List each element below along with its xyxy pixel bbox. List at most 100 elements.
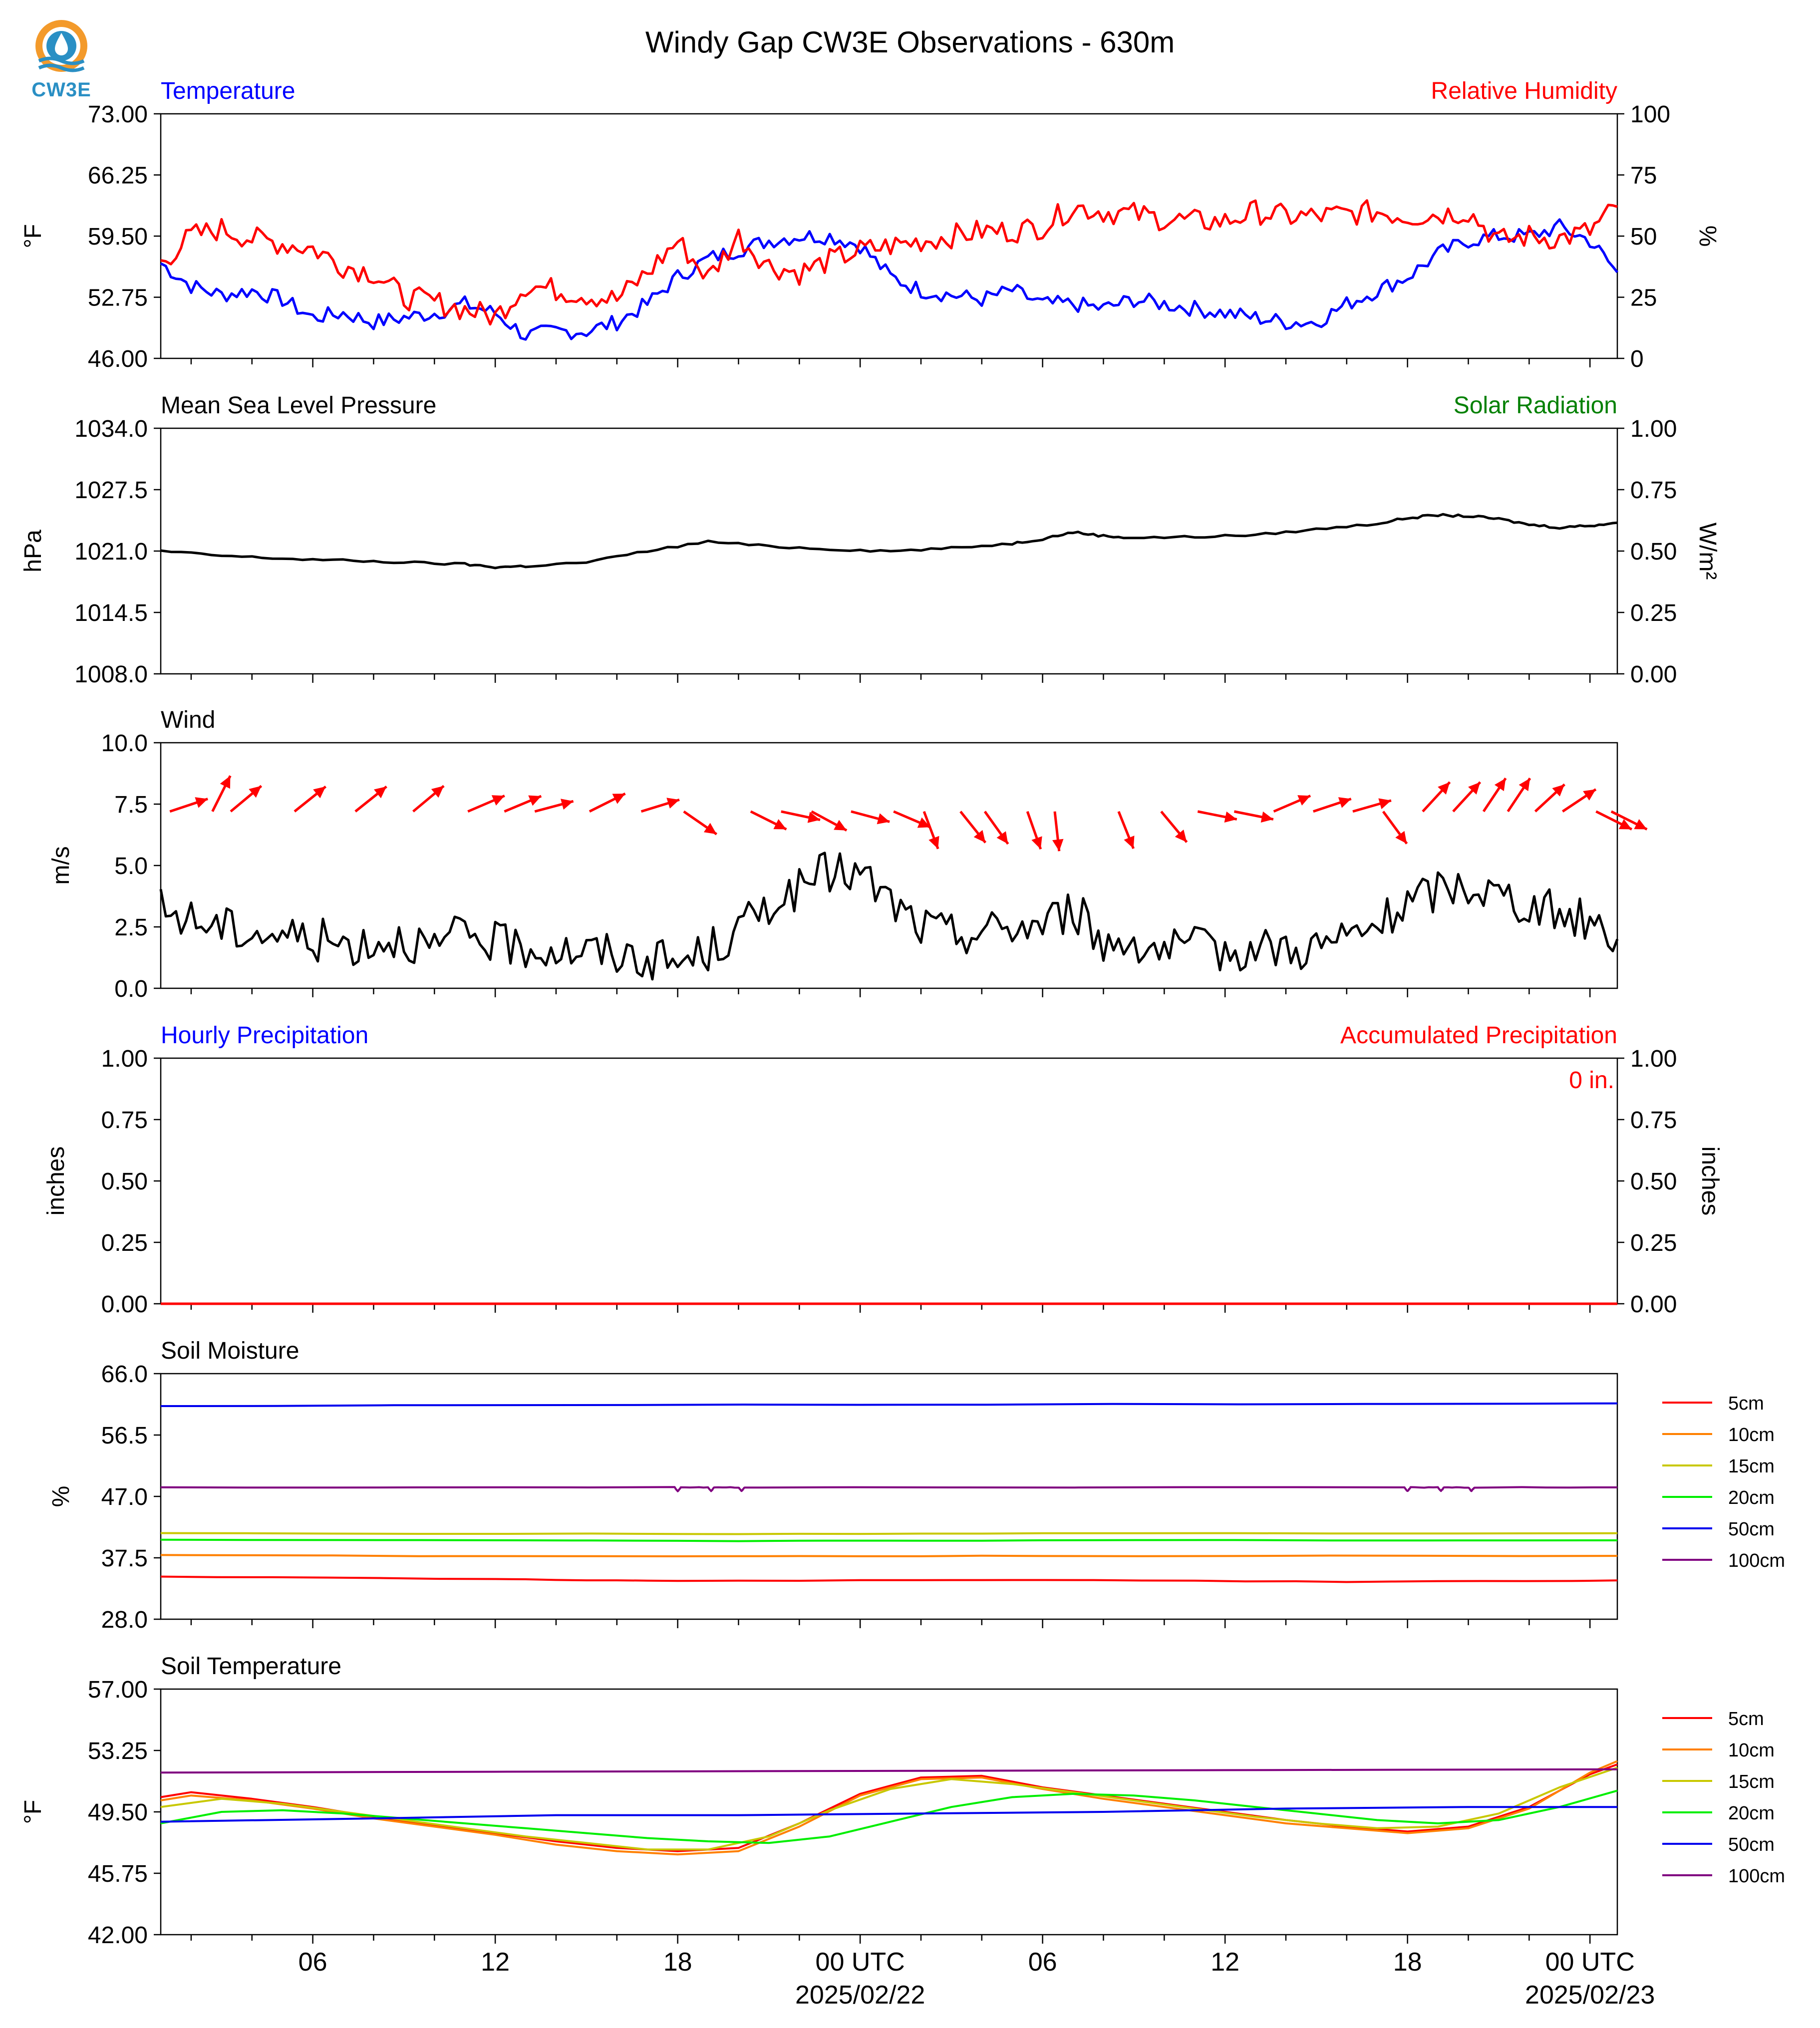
wind-arrow-head xyxy=(1395,831,1407,844)
legend-label: 20cm xyxy=(1728,1803,1775,1824)
y-axis-label-left: inches xyxy=(43,1147,69,1216)
series-line-100cm xyxy=(160,1486,1617,1492)
y-tick-label-left: 0.50 xyxy=(101,1168,148,1195)
legend-label: 5cm xyxy=(1728,1393,1764,1414)
series-line-relative-humidity xyxy=(160,199,1618,326)
y-tick-label-left: 1.00 xyxy=(101,1046,148,1072)
y-tick-label-left: 52.75 xyxy=(88,285,148,311)
wind-arrow-head xyxy=(431,786,444,798)
wind-arrow-head xyxy=(1552,784,1565,797)
logo-text: CW3E xyxy=(31,79,91,101)
wind-arrow-head xyxy=(666,798,679,809)
x-tick-label: 18 xyxy=(1393,1948,1422,1977)
panel-title-left: Hourly Precipitation xyxy=(161,1022,368,1049)
legend-label: 5cm xyxy=(1728,1709,1764,1730)
y-axis-label-left: hPa xyxy=(20,530,46,573)
cw3e-logo: CW3E xyxy=(24,15,99,105)
wind-arrow-head xyxy=(1518,778,1530,791)
series-line-15cm xyxy=(160,1766,1618,1851)
wind-arrow-head xyxy=(313,786,326,799)
legend-label: 100cm xyxy=(1728,1866,1785,1887)
series-line-100cm xyxy=(160,1768,1618,1774)
panel-title-left: Soil Moisture xyxy=(161,1338,299,1364)
y-tick-label-left: 28.0 xyxy=(101,1607,148,1633)
y-axis-label-left: °F xyxy=(20,224,46,249)
y-tick-label-right: 0.00 xyxy=(1630,661,1677,688)
figure-title: Windy Gap CW3E Observations - 630m xyxy=(645,25,1175,59)
wind-arrow-head xyxy=(1438,782,1450,795)
y-tick-label-left: 0.00 xyxy=(101,1291,148,1318)
x-tick-label: 00 UTC xyxy=(1545,1948,1635,1977)
wind-arrow-head xyxy=(1124,836,1135,849)
y-tick-label-left: 0.25 xyxy=(101,1230,148,1256)
wind-arrow-head xyxy=(374,786,387,799)
wind-arrow-head xyxy=(807,812,820,823)
wind-arrow-head xyxy=(249,786,262,798)
y-tick-label-right: 0.50 xyxy=(1630,1168,1677,1195)
y-tick-label-left: 1008.0 xyxy=(74,661,148,688)
panel-title-left: Mean Sea Level Pressure xyxy=(161,392,436,419)
wind-arrow-head xyxy=(996,831,1008,844)
y-tick-label-right: 0.50 xyxy=(1630,539,1677,565)
y-tick-label-left: 42.00 xyxy=(88,1922,148,1949)
x-date-label: 2025/02/22 xyxy=(795,1981,925,2010)
panel-soil_temperature: 57.00 53.25 49.50 45.75 42.00 Soil Temperatur… xyxy=(20,1653,1785,1949)
wind-arrow-head xyxy=(1338,797,1351,808)
cw3e-logo-icon xyxy=(35,20,87,72)
y-tick-label-left: 66.0 xyxy=(101,1361,148,1388)
y-tick-label-left: 0.0 xyxy=(114,976,148,1002)
wind-arrow-head xyxy=(877,813,890,825)
series-line-wind-speed xyxy=(159,852,1619,981)
x-date-label: 2025/02/23 xyxy=(1525,1981,1655,2010)
y-tick-label-left: 66.25 xyxy=(88,163,148,189)
panel-title-left: Soil Temperature xyxy=(161,1653,341,1680)
panel-title-right: Solar Radiation xyxy=(1454,392,1617,419)
y-tick-label-left: 1034.0 xyxy=(74,416,148,442)
wind-arrow-head xyxy=(1260,811,1273,823)
y-tick-label-left: 59.50 xyxy=(88,224,148,250)
wind-arrow-head xyxy=(834,820,847,831)
y-tick-label-left: 10.0 xyxy=(101,730,148,757)
wind-arrow-head xyxy=(220,776,231,789)
y-tick-label-left: 1027.5 xyxy=(74,477,148,504)
x-tick-label: 12 xyxy=(481,1948,510,1977)
wind-arrow-head xyxy=(928,836,939,849)
legend-label: 15cm xyxy=(1728,1771,1775,1792)
panel-title-left: Temperature xyxy=(161,78,295,104)
y-axis-label-right: % xyxy=(1694,226,1721,247)
wind-arrow-head xyxy=(612,793,625,804)
wind-arrow-head xyxy=(1618,819,1632,830)
panel-title-right: Relative Humidity xyxy=(1431,78,1617,104)
series-line-temperature xyxy=(160,218,1618,341)
y-tick-label-left: 45.75 xyxy=(88,1861,148,1887)
wind-arrow-head xyxy=(195,797,208,808)
panel-precip: 1.00 0.75 0.50 0.25 0.00 1.00 0.75 0.50 0.25 0.00… xyxy=(43,1022,1723,1318)
series-line-10cm xyxy=(160,1554,1618,1557)
legend-label: 50cm xyxy=(1728,1834,1775,1855)
y-tick-label-right: 0.25 xyxy=(1630,600,1677,626)
wind-arrow-head xyxy=(1634,819,1647,830)
y-tick-label-left: 2.5 xyxy=(114,914,148,941)
wind-arrow-head xyxy=(1175,829,1187,843)
y-tick-label-right: 100 xyxy=(1630,101,1670,128)
panel-title-right: Accumulated Precipitation xyxy=(1340,1022,1617,1049)
y-tick-label-left: 56.5 xyxy=(101,1423,148,1449)
y-tick-label-right: 1.00 xyxy=(1630,416,1677,442)
y-tick-label-left: 57.00 xyxy=(88,1677,148,1703)
y-axis-label-left: m/s xyxy=(48,846,74,884)
wind-arrow-head xyxy=(1297,795,1311,806)
panel-soil_moisture: 66.0 56.5 47.0 37.5 28.0 Soil Moisture% 5cm 10c… xyxy=(48,1338,1785,1633)
series-line-50cm xyxy=(160,1402,1618,1407)
y-tick-label-right: 0 xyxy=(1630,346,1644,372)
y-tick-label-right: 25 xyxy=(1630,285,1657,311)
series-line-mean-sea-level-pressure xyxy=(160,513,1618,570)
legend-label: 20cm xyxy=(1728,1487,1775,1508)
wind-arrow-head xyxy=(773,819,787,830)
y-tick-label-left: 37.5 xyxy=(101,1545,148,1572)
series-line-5cm xyxy=(160,1575,1618,1583)
panel-pressure: 1034.0 1027.5 1021.0 1014.5 1008.0 1.00 0.75 0.… xyxy=(20,392,1721,688)
panel-wind: 10.0 7.5 5.0 2.5 0.0 Wind m/s xyxy=(48,707,1648,1002)
panel-title-left: Wind xyxy=(161,707,215,733)
y-tick-label-right: 1.00 xyxy=(1630,1046,1677,1072)
series-line-50cm xyxy=(160,1806,1617,1823)
